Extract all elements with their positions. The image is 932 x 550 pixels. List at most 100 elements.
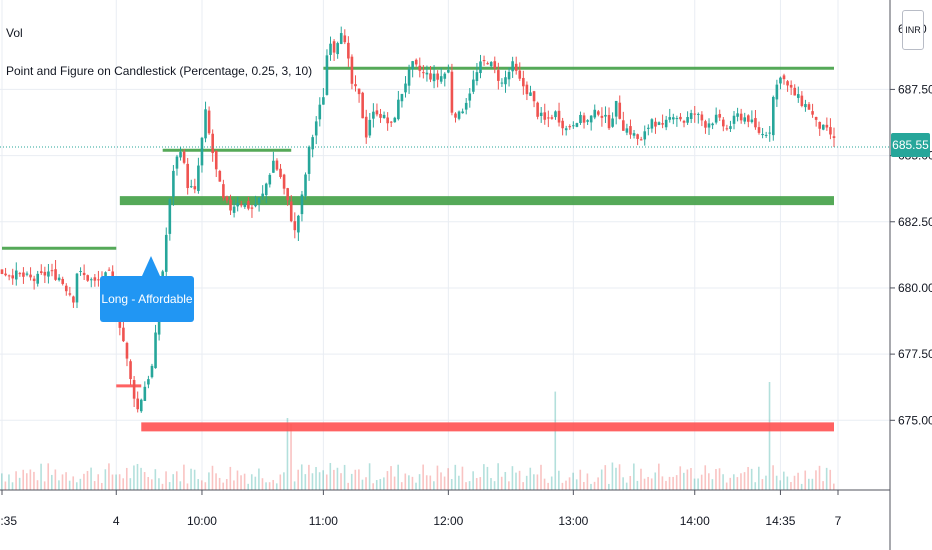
volume-bar (497, 463, 499, 490)
candle-body (364, 116, 368, 138)
candle-body (743, 117, 747, 122)
candle-body (204, 109, 207, 139)
volume-bar (50, 474, 53, 490)
candle-body (800, 95, 804, 106)
candle-body (486, 63, 489, 65)
candle-body (704, 121, 707, 128)
volume-bar (543, 478, 546, 490)
candle-body (768, 132, 772, 134)
volume-bar (47, 463, 50, 490)
candle-body (225, 196, 229, 201)
candle-body (511, 61, 514, 72)
candle-body (7, 275, 11, 277)
volume-bar (740, 473, 742, 490)
candle-body (86, 275, 89, 281)
volume-bar (350, 473, 353, 490)
volume-bar (472, 471, 474, 490)
candle-body (818, 121, 822, 129)
candle-body (214, 150, 218, 170)
volume-bar (108, 463, 110, 490)
candle-body (775, 84, 779, 100)
candle-body (125, 342, 129, 359)
volume-bar (190, 468, 192, 490)
candle-body (379, 113, 382, 118)
volume-bar (136, 463, 139, 490)
candle-body (589, 115, 593, 123)
candle-body (807, 104, 811, 110)
volume-bar (279, 474, 282, 490)
volume-bar (411, 476, 414, 490)
volume-bar (347, 482, 349, 490)
volume-bar (604, 465, 607, 490)
candle-body (343, 35, 347, 43)
time-tick-label: 12:00 (433, 514, 463, 528)
candle-body (72, 296, 75, 303)
candle-body (57, 277, 61, 281)
candle-body (593, 109, 597, 118)
candle-body (36, 273, 40, 284)
candle-body (757, 127, 761, 133)
candle-body (482, 60, 486, 62)
volume-bar (140, 467, 142, 490)
volume-bar (97, 474, 100, 490)
volume-bar (622, 477, 624, 490)
candle-body (257, 197, 261, 204)
volume-bar (175, 471, 178, 490)
volume-bar (325, 474, 328, 490)
candle-body (97, 279, 100, 281)
candle-body (689, 113, 693, 119)
candle-body (350, 56, 354, 84)
candle-body (536, 102, 539, 117)
trade-signal-callout[interactable]: Long - Affordable SL (100, 256, 194, 352)
candle-body (218, 171, 222, 182)
candle-body (725, 128, 729, 130)
volume-bar (579, 469, 582, 490)
volume-bar (747, 467, 749, 490)
volume-bar (43, 481, 46, 490)
candle-body (543, 112, 547, 120)
volume-bar (383, 477, 385, 490)
candle-body (172, 170, 175, 197)
candle-body (314, 121, 318, 136)
candle-body (532, 91, 536, 102)
pnf-indicator-label[interactable]: Point and Figure on Candlestick (Percent… (6, 64, 313, 78)
candle-body (222, 184, 225, 198)
candle-body (389, 121, 393, 123)
volume-bar (83, 473, 85, 490)
candle-body (786, 81, 789, 86)
volume-bar (786, 476, 789, 490)
candle-body (454, 113, 457, 118)
candle-body (632, 133, 636, 136)
volume-bar (422, 464, 424, 490)
candle-body (450, 71, 454, 113)
volume-bar (336, 467, 339, 490)
candle-body (493, 61, 497, 69)
volume-bar (525, 475, 528, 490)
candle-body (821, 124, 825, 130)
volume-bar (668, 476, 671, 490)
candle-body (22, 272, 25, 277)
volume-bar (29, 469, 32, 490)
candle-body (564, 128, 568, 131)
candle-body (475, 72, 479, 82)
candle-body (82, 272, 86, 276)
volume-bar (450, 479, 453, 490)
volume-bar (715, 469, 717, 490)
volume-bar (293, 481, 296, 490)
volume-bar (129, 478, 132, 490)
candle-body (832, 136, 836, 138)
time-axis[interactable]: 14:35 4 10:00 11:00 12:00 13:00 14:00 14:35 7 (0, 489, 890, 528)
candle-body (247, 201, 250, 209)
currency-badge[interactable]: INR (902, 10, 924, 50)
volume-bar (343, 464, 346, 490)
volume-bar (254, 476, 257, 490)
volume-bar (297, 469, 299, 490)
volume-bar (640, 468, 642, 490)
candle-body (761, 133, 764, 136)
candle-body (404, 83, 407, 93)
volume-indicator-label[interactable]: Vol (6, 26, 23, 40)
candle-body (586, 120, 589, 122)
candle-body (4, 273, 7, 276)
